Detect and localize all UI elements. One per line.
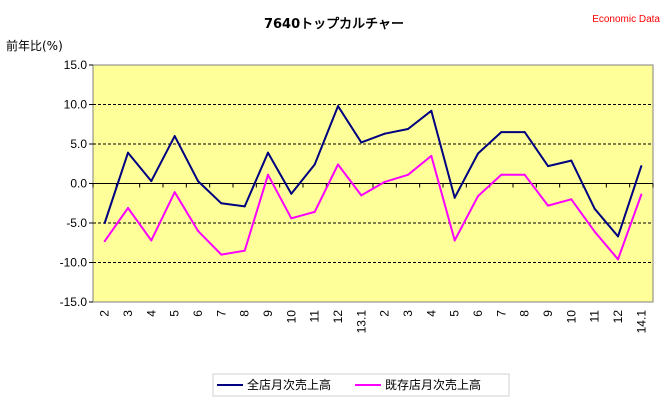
- data-point: [593, 207, 596, 210]
- series-line-1: [103, 105, 643, 238]
- x-tick-label: 11: [588, 310, 602, 323]
- x-tick-label: 7: [214, 310, 228, 317]
- gridlines: [93, 104, 653, 263]
- legend-label-series-1: 全店月次売上高: [247, 377, 331, 392]
- source-note: Economic Data: [592, 14, 660, 25]
- y-tick-label: 0.0: [70, 177, 87, 191]
- x-tick-label: 13.1: [354, 310, 368, 334]
- data-point: [617, 258, 619, 261]
- y-tick-label: -5.0: [66, 216, 87, 230]
- data-point: [570, 198, 573, 201]
- data-point: [313, 163, 316, 166]
- x-tick-label: 3: [121, 310, 135, 317]
- data-point: [197, 180, 199, 183]
- data-point: [103, 222, 106, 224]
- x-tick-label: 6: [191, 310, 205, 317]
- y-tick-label: 5.0: [70, 137, 87, 151]
- data-point: [290, 217, 293, 220]
- data-point: [197, 229, 199, 232]
- x-tick-label: 4: [424, 310, 438, 317]
- x-tick-label: 2: [98, 310, 112, 317]
- data-point: [290, 192, 293, 195]
- data-point: [360, 194, 363, 197]
- x-tick-label: 3: [401, 310, 415, 317]
- data-point: [127, 206, 129, 209]
- data-point: [523, 131, 526, 134]
- data-point: [383, 180, 386, 183]
- y-tick-label: -15.0: [60, 295, 88, 309]
- x-tick-label: 14.1: [634, 310, 648, 334]
- data-point: [640, 165, 643, 168]
- x-tick-label: 12: [331, 310, 345, 324]
- x-tick-label: 10: [564, 310, 578, 324]
- data-point: [430, 109, 433, 112]
- data-point: [500, 173, 503, 176]
- data-point: [477, 152, 479, 155]
- x-tick-label: 9: [541, 310, 555, 317]
- data-point: [547, 204, 549, 207]
- series-lines: [103, 105, 643, 261]
- y-tick-label: 10.0: [64, 98, 88, 112]
- data-point: [220, 253, 223, 256]
- data-point: [127, 151, 129, 154]
- data-point: [500, 131, 503, 134]
- x-tick-label: 8: [518, 310, 532, 317]
- y-axis-label: 前年比(%): [6, 38, 63, 53]
- x-tick-label: 7: [494, 310, 508, 317]
- chart-title: 7640トップカルチャー: [264, 17, 404, 32]
- data-point: [220, 202, 223, 205]
- data-point: [103, 240, 106, 243]
- data-point: [360, 141, 363, 144]
- x-tick-label: 12: [611, 310, 625, 324]
- data-point: [313, 210, 316, 213]
- x-tick-label: 5: [448, 310, 462, 317]
- x-tick-label: 5: [168, 310, 182, 317]
- y-axis-ticks: 15.0 10.0 5.0 0.0 -5.0 -10.0 -15.0: [60, 58, 93, 309]
- data-point: [523, 173, 526, 176]
- data-point: [150, 239, 153, 242]
- data-point: [150, 180, 153, 183]
- data-point: [640, 193, 643, 196]
- data-point: [267, 173, 269, 176]
- data-point: [173, 135, 176, 138]
- x-tick-label: 4: [144, 310, 158, 317]
- legend: 全店月次売上高 既存店月次売上高: [212, 373, 510, 397]
- data-point: [593, 230, 596, 233]
- data-point: [337, 105, 339, 108]
- data-point: [337, 163, 339, 166]
- x-tick-label: 11: [308, 310, 322, 323]
- data-point: [267, 151, 269, 154]
- x-tick-label: 8: [238, 310, 252, 317]
- data-point: [430, 154, 433, 157]
- x-tick-label: 6: [471, 310, 485, 317]
- data-point: [453, 196, 456, 199]
- data-point: [617, 235, 619, 238]
- data-point: [453, 239, 456, 242]
- data-point: [547, 165, 549, 168]
- legend-label-series-2: 既存店月次売上高: [385, 377, 481, 392]
- data-point: [477, 195, 479, 198]
- x-tick-label: 2: [378, 310, 392, 317]
- data-point: [407, 173, 409, 176]
- x-axis-ticks: 2 3 4 5 6 7 8 9 10 11 12 13.1 2 3 4 5 6 7 8 9 10 11 12 14.1: [92, 183, 654, 334]
- data-point: [173, 191, 176, 194]
- data-point: [383, 132, 386, 135]
- x-tick-label: 10: [284, 310, 298, 324]
- series-line-2: [103, 154, 643, 261]
- data-point: [570, 159, 573, 162]
- y-tick-label: 15.0: [64, 58, 88, 72]
- y-tick-label: -10.0: [60, 256, 88, 270]
- data-point: [243, 249, 246, 252]
- x-tick-label: 9: [261, 310, 275, 317]
- data-point: [407, 127, 409, 130]
- data-point: [243, 205, 246, 208]
